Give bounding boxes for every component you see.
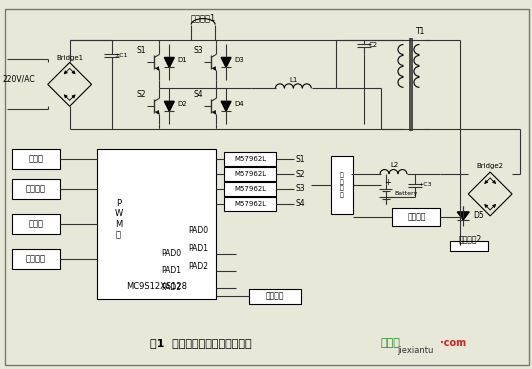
Polygon shape [164, 58, 174, 68]
Bar [224, 152, 276, 166]
Text: S3: S3 [193, 46, 203, 55]
Bar [393, 208, 440, 226]
Text: S4: S4 [295, 199, 305, 208]
Text: 空气开关2: 空气开关2 [459, 234, 482, 243]
Text: 电
压
检
测: 电 压 检 测 [340, 172, 344, 197]
Text: 空气开关1: 空气开关1 [190, 13, 216, 22]
Bar [12, 214, 60, 234]
Text: 看门狗: 看门狗 [28, 219, 43, 228]
Text: 温度检测: 温度检测 [265, 291, 284, 300]
Text: S1: S1 [137, 46, 146, 55]
Text: M57962L: M57962L [234, 186, 266, 192]
Bar [450, 241, 488, 251]
Text: M57962L: M57962L [234, 156, 266, 162]
Text: MC9S12XS128: MC9S12XS128 [126, 282, 187, 291]
Bar [12, 249, 60, 269]
Polygon shape [221, 58, 231, 68]
Text: Bridge2: Bridge2 [477, 163, 504, 169]
Polygon shape [458, 212, 469, 220]
Text: D5: D5 [473, 211, 484, 220]
Text: 接线图: 接线图 [380, 338, 401, 348]
Bar [96, 149, 216, 299]
Text: M57962L: M57962L [234, 171, 266, 177]
Text: S3: S3 [295, 184, 305, 193]
Polygon shape [164, 101, 174, 111]
Text: PAD2: PAD2 [188, 262, 208, 271]
Text: 电流检测: 电流检测 [407, 213, 426, 221]
Text: Bridge1: Bridge1 [56, 55, 83, 62]
Text: S2: S2 [137, 90, 146, 99]
Text: D2: D2 [177, 101, 187, 107]
Text: 图1  多功能充电系统硬件原理图: 图1 多功能充电系统硬件原理图 [151, 338, 252, 348]
Text: D4: D4 [234, 101, 244, 107]
Bar [224, 182, 276, 196]
Text: 矩阵键盘: 矩阵键盘 [26, 254, 46, 263]
Text: D3: D3 [234, 58, 244, 63]
Text: PAD1: PAD1 [161, 266, 181, 275]
Text: C2: C2 [369, 42, 378, 48]
Bar [331, 156, 353, 214]
Text: 220V/AC: 220V/AC [3, 75, 35, 84]
Text: T1: T1 [415, 27, 425, 36]
Text: M57962L: M57962L [234, 201, 266, 207]
Text: 时钟芯片: 时钟芯片 [26, 184, 46, 193]
Text: PAD0: PAD0 [161, 249, 181, 258]
Text: 液晶屏: 液晶屏 [28, 155, 43, 163]
Text: L1: L1 [289, 77, 298, 83]
Text: +: + [384, 177, 391, 186]
Text: +C3: +C3 [418, 183, 432, 187]
Text: S4: S4 [193, 90, 203, 99]
Bar [249, 289, 301, 304]
Text: ·com: ·com [440, 338, 467, 348]
Text: S2: S2 [295, 169, 305, 179]
Bar [224, 167, 276, 181]
Text: PAD0: PAD0 [188, 226, 209, 235]
Text: PAD2: PAD2 [161, 283, 181, 292]
Text: D1: D1 [177, 58, 187, 63]
Bar [12, 149, 60, 169]
Text: P
W
M
口: P W M 口 [114, 199, 122, 239]
Text: ±C1: ±C1 [114, 53, 128, 58]
Polygon shape [221, 101, 231, 111]
Text: PAD1: PAD1 [188, 244, 208, 253]
Bar [12, 179, 60, 199]
Text: L2: L2 [390, 162, 398, 168]
Text: Battery: Battery [395, 192, 418, 196]
Text: S1: S1 [295, 155, 305, 163]
Bar [224, 197, 276, 211]
Text: jiexiantu: jiexiantu [397, 346, 434, 355]
